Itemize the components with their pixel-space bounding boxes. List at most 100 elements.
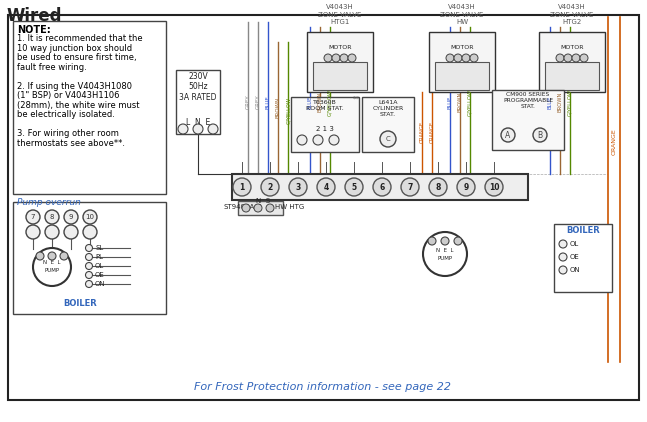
Circle shape xyxy=(85,244,93,252)
Circle shape xyxy=(297,135,307,145)
Circle shape xyxy=(446,54,454,62)
Text: BLUE: BLUE xyxy=(307,95,313,109)
Text: 230V
50Hz
3A RATED: 230V 50Hz 3A RATED xyxy=(179,72,217,102)
Text: ST9400A/C: ST9400A/C xyxy=(224,204,262,210)
Circle shape xyxy=(572,54,580,62)
Text: L641A
CYLINDER
STAT.: L641A CYLINDER STAT. xyxy=(373,100,404,116)
Text: PUMP: PUMP xyxy=(45,268,60,273)
Circle shape xyxy=(423,232,467,276)
Text: B: B xyxy=(538,130,543,140)
Circle shape xyxy=(233,178,251,196)
Circle shape xyxy=(324,54,332,62)
Text: ORANGE: ORANGE xyxy=(419,121,424,143)
Bar xyxy=(176,70,220,134)
Circle shape xyxy=(428,237,436,245)
Text: A: A xyxy=(505,130,510,140)
Text: 2 1 3: 2 1 3 xyxy=(316,126,334,132)
Text: BLUE: BLUE xyxy=(448,95,452,109)
Text: be used to ensure first time,: be used to ensure first time, xyxy=(17,53,137,62)
Text: (1" BSP) or V4043H1106: (1" BSP) or V4043H1106 xyxy=(17,91,120,100)
Text: 7: 7 xyxy=(31,214,35,220)
Text: 8: 8 xyxy=(435,182,441,192)
Circle shape xyxy=(501,128,515,142)
Text: MOTOR: MOTOR xyxy=(450,44,474,49)
Text: BROWN: BROWN xyxy=(318,92,322,112)
Text: MOTOR: MOTOR xyxy=(328,44,352,49)
Text: MOTOR: MOTOR xyxy=(560,44,584,49)
Circle shape xyxy=(64,210,78,224)
Text: 6: 6 xyxy=(379,182,384,192)
Text: Pump overrun: Pump overrun xyxy=(17,198,81,207)
Text: PL: PL xyxy=(95,254,103,260)
Text: BROWN: BROWN xyxy=(558,92,562,112)
Circle shape xyxy=(208,124,218,134)
Text: N  E  L: N E L xyxy=(43,260,61,265)
Circle shape xyxy=(83,210,97,224)
Bar xyxy=(545,62,599,90)
Text: BOILER: BOILER xyxy=(63,300,97,308)
Bar xyxy=(539,32,605,92)
Bar xyxy=(232,174,528,200)
Circle shape xyxy=(45,210,59,224)
Text: 8: 8 xyxy=(50,214,54,220)
Text: V4043H
ZONE VALVE
HTG2: V4043H ZONE VALVE HTG2 xyxy=(551,4,594,25)
Text: GREY: GREY xyxy=(256,95,261,109)
Text: BLUE: BLUE xyxy=(265,95,270,109)
Text: 2. If using the V4043H1080: 2. If using the V4043H1080 xyxy=(17,81,132,90)
Text: OE: OE xyxy=(95,272,105,278)
Text: G/YELLOW: G/YELLOW xyxy=(468,89,472,116)
Text: BROWN: BROWN xyxy=(276,96,281,118)
Circle shape xyxy=(193,124,203,134)
Text: 10: 10 xyxy=(488,182,499,192)
Text: 9: 9 xyxy=(463,182,468,192)
Circle shape xyxy=(340,54,348,62)
Text: be electrically isolated.: be electrically isolated. xyxy=(17,110,115,119)
Text: BLUE: BLUE xyxy=(547,95,553,109)
Text: 4: 4 xyxy=(324,182,329,192)
Text: ON: ON xyxy=(95,281,105,287)
Text: OE: OE xyxy=(570,254,580,260)
Circle shape xyxy=(401,178,419,196)
Text: V4043H
ZONE VALVE
HTG1: V4043H ZONE VALVE HTG1 xyxy=(318,4,362,25)
Text: OL: OL xyxy=(95,263,104,269)
Text: 2: 2 xyxy=(267,182,272,192)
Text: T6360B
ROOM STAT.: T6360B ROOM STAT. xyxy=(306,100,344,111)
Text: 1. It is recommended that the: 1. It is recommended that the xyxy=(17,34,142,43)
Circle shape xyxy=(83,225,97,239)
Text: 9: 9 xyxy=(69,214,73,220)
Circle shape xyxy=(429,178,447,196)
Circle shape xyxy=(457,178,475,196)
Circle shape xyxy=(266,204,274,212)
Circle shape xyxy=(242,204,250,212)
Circle shape xyxy=(559,240,567,248)
Circle shape xyxy=(332,54,340,62)
Text: CM900 SERIES
PROGRAMMABLE
STAT.: CM900 SERIES PROGRAMMABLE STAT. xyxy=(503,92,553,108)
Circle shape xyxy=(64,225,78,239)
Text: N  E  L: N E L xyxy=(436,247,454,252)
Text: N  S: N S xyxy=(256,198,270,204)
Text: 7: 7 xyxy=(408,182,413,192)
Text: GREY: GREY xyxy=(245,95,250,109)
Circle shape xyxy=(85,254,93,260)
Text: **: ** xyxy=(353,96,359,102)
Circle shape xyxy=(559,253,567,261)
Text: For Frost Protection information - see page 22: For Frost Protection information - see p… xyxy=(195,382,452,392)
Circle shape xyxy=(454,54,462,62)
Text: BOILER: BOILER xyxy=(566,226,600,235)
Text: C: C xyxy=(386,136,390,142)
Circle shape xyxy=(454,237,462,245)
Circle shape xyxy=(533,128,547,142)
Text: thermostats see above**.: thermostats see above**. xyxy=(17,138,125,148)
Text: ORANGE: ORANGE xyxy=(430,121,435,143)
Circle shape xyxy=(289,178,307,196)
Bar xyxy=(13,21,166,194)
Bar xyxy=(291,97,359,152)
Bar xyxy=(554,224,612,292)
Circle shape xyxy=(261,178,279,196)
Bar xyxy=(307,32,373,92)
Text: 10: 10 xyxy=(85,214,94,220)
Text: PUMP: PUMP xyxy=(437,255,452,260)
Circle shape xyxy=(85,271,93,279)
Bar xyxy=(492,90,564,150)
Circle shape xyxy=(178,124,188,134)
